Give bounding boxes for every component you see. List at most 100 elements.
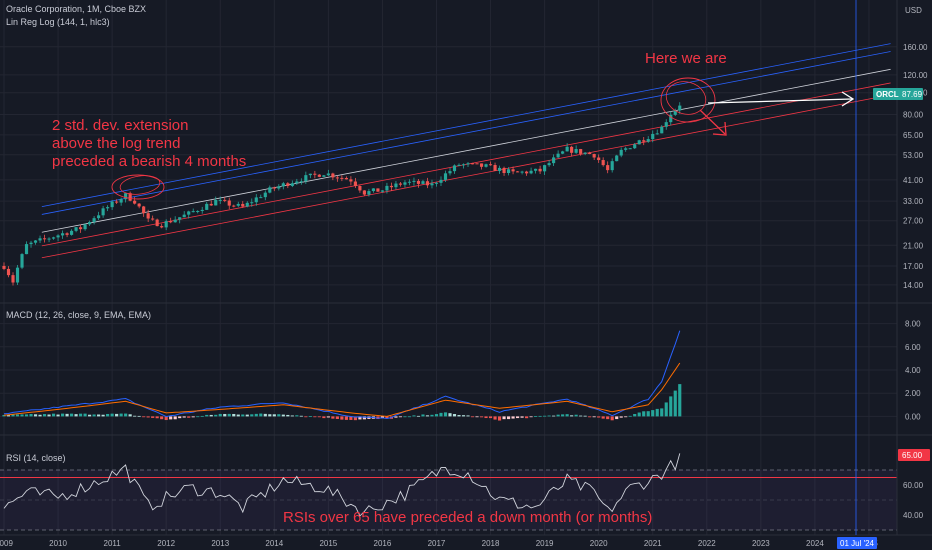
macd-histogram-bar <box>583 415 587 417</box>
macd-tick-label: 8.00 <box>905 320 921 329</box>
channel-line <box>41 82 891 247</box>
macd-histogram-bar <box>15 414 20 417</box>
macd-histogram-bar <box>335 416 339 419</box>
candle-body <box>115 201 119 203</box>
time-tick-label: 2019 <box>536 539 554 548</box>
macd-histogram-bar <box>479 416 484 418</box>
price-pane[interactable]: 160.00120.00100.0080.0065.0053.0041.0033… <box>2 43 928 290</box>
macd-histogram-bar <box>56 414 60 417</box>
macd-histogram-bar <box>430 414 434 417</box>
macd-histogram-bar <box>380 416 385 419</box>
candle-body <box>651 133 655 140</box>
time-tick-label: 2016 <box>374 539 392 548</box>
candle-body <box>155 219 159 227</box>
macd-histogram-bar <box>137 415 141 417</box>
macd-histogram-bar <box>304 416 308 418</box>
crosshair-date-label: 01 Jul '24 <box>840 539 875 548</box>
macd-histogram-bar <box>358 416 362 420</box>
time-tick-label: 2009 <box>0 539 13 548</box>
time-tick-label: 2011 <box>104 539 122 548</box>
candle-body <box>317 174 321 177</box>
macd-title[interactable]: MACD (12, 26, close, 9, EMA, EMA) <box>6 310 151 320</box>
macd-histogram-bar <box>597 416 601 418</box>
projection-arrowhead-down <box>712 121 727 136</box>
price-tick-label: 160.00 <box>903 43 928 52</box>
candle-body <box>209 203 213 206</box>
macd-histogram-bar <box>241 414 245 417</box>
candle-body <box>579 149 583 154</box>
time-tick-label: 2017 <box>428 539 446 548</box>
candle-body <box>79 227 83 230</box>
macd-histogram-bar <box>660 408 664 417</box>
last-price-label-bg <box>873 88 923 100</box>
regression-channel <box>41 43 891 259</box>
macd-histogram-bar <box>42 414 47 417</box>
macd-histogram-bar <box>33 414 38 417</box>
candle-body <box>33 240 38 243</box>
candle-body <box>556 153 560 158</box>
candle-body <box>565 146 569 152</box>
macd-histogram-bar <box>232 413 236 417</box>
macd-histogram-bar <box>525 416 529 419</box>
candle-body <box>407 181 412 183</box>
macd-histogram-bar <box>24 414 29 417</box>
macd-pane[interactable]: 8.00 6.00 4.00 2.00 0.00 <box>2 320 921 422</box>
macd-histogram-bar <box>385 416 389 419</box>
macd-histogram-bar <box>142 416 146 418</box>
macd-histogram-bar <box>259 413 263 417</box>
currency-label[interactable]: USD <box>905 6 922 15</box>
macd-histogram-bar <box>268 414 272 417</box>
macd-histogram-bar <box>308 416 312 418</box>
candle-body <box>245 202 249 207</box>
macd-histogram-bar <box>642 411 646 417</box>
symbol-title[interactable]: Oracle Corporation, 1M, Cboe BZX <box>6 4 146 14</box>
signal-line <box>3 362 681 417</box>
macd-histogram-bar <box>655 408 659 417</box>
macd-histogram-bar <box>218 413 222 417</box>
macd-histogram-bar <box>236 414 240 417</box>
macd-histogram-bar <box>403 416 407 418</box>
indicator-title[interactable]: Lin Reg Log (144, 1, hlc3) <box>6 17 110 27</box>
macd-histogram-bar <box>124 413 128 417</box>
candle-body <box>439 179 443 183</box>
candle-body <box>65 233 69 235</box>
candle-body <box>92 218 96 223</box>
price-axis[interactable]: 160.00120.00100.0080.0065.0053.0041.0033… <box>903 43 928 290</box>
candle-body <box>308 173 312 176</box>
annotation-drawings[interactable]: Here we are 2 std. dev. extension above … <box>52 50 855 526</box>
candle-body <box>610 161 614 171</box>
candle-body <box>597 157 601 161</box>
candle-body <box>335 177 339 179</box>
time-axis[interactable]: 2009 2010 2011 2012 2013 2014 2015 2016 2017 2018… <box>0 539 878 548</box>
macd-histogram-bar <box>493 416 497 420</box>
macd-histogram-bar <box>299 415 303 417</box>
price-tick-label: 41.00 <box>903 176 924 185</box>
candle-body <box>137 203 141 207</box>
rsi-title[interactable]: RSI (14, close) <box>6 453 66 463</box>
candle-body <box>434 182 439 184</box>
candle-body <box>69 230 74 235</box>
candle-body <box>223 199 227 201</box>
macd-histogram-bar <box>110 413 114 417</box>
time-tick-label: 2018 <box>482 539 500 548</box>
candle-body <box>506 169 511 174</box>
macd-histogram-bar <box>678 384 682 417</box>
macd-tick-label: 2.00 <box>905 389 921 398</box>
macd-histogram-bar <box>588 416 592 418</box>
macd-histogram-bar <box>529 416 533 418</box>
candle-body <box>290 183 294 186</box>
macd-axis[interactable]: 8.00 6.00 4.00 2.00 0.00 <box>905 320 921 422</box>
channel-line <box>41 94 891 259</box>
candle-body <box>214 200 218 206</box>
time-tick-label: 2012 <box>157 539 175 548</box>
candle-body <box>394 183 398 188</box>
macd-histogram-bar <box>421 414 425 417</box>
macd-histogram-bar <box>97 414 101 417</box>
candle-body <box>281 183 285 187</box>
price-tick-label: 21.00 <box>903 241 924 250</box>
macd-histogram-bar <box>407 416 412 418</box>
candle-body <box>29 242 33 245</box>
